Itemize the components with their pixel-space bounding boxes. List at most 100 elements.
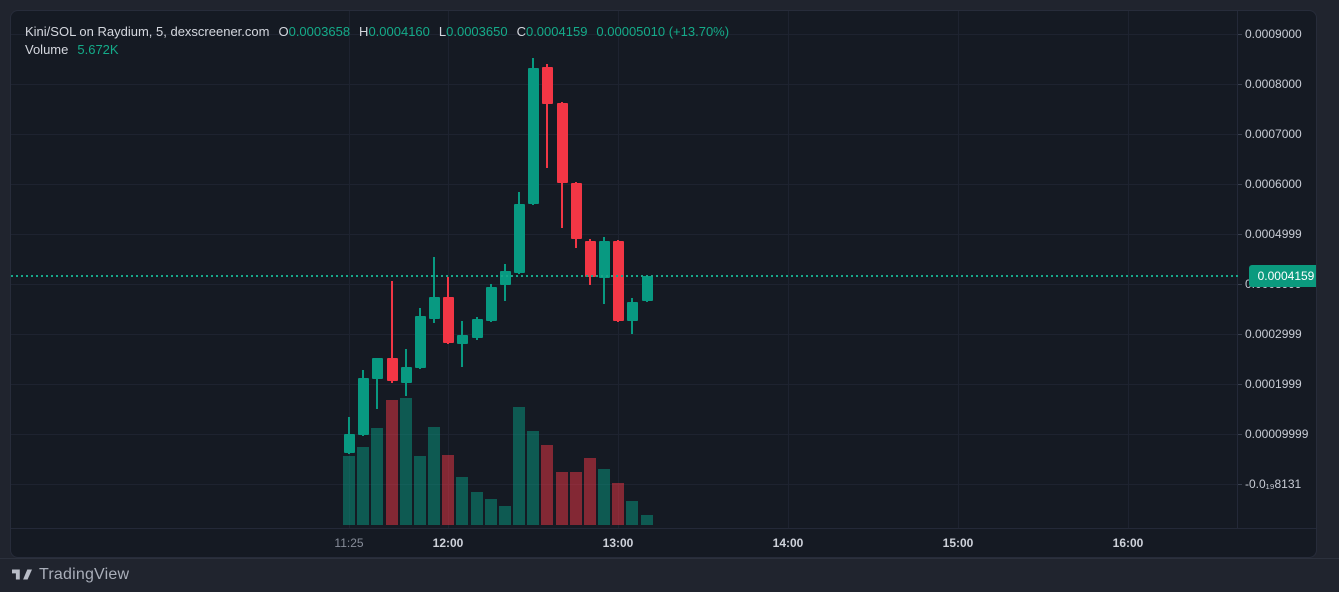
time-axis-border[interactable] [11,528,1316,529]
time-axis-label[interactable]: 12:00 [432,536,464,550]
candle-body [443,297,454,343]
volume-bar [541,445,553,525]
price-axis-label[interactable]: 0.0004999 [1245,227,1302,241]
candle-body [387,358,398,381]
volume-bar [428,427,440,525]
ohlc-item-h: H0.0004160 [359,24,430,39]
volume-bar [499,506,511,525]
tradingview-logo-icon [12,569,32,580]
price-axis-tick [1237,384,1242,385]
candle-body [585,241,596,277]
volume-label: Volume [25,42,69,57]
tradingview-brand-text: TradingView [39,566,130,583]
volume-bar [442,455,454,525]
price-axis-label[interactable]: 0.0001999 [1245,377,1302,391]
volume-bar [556,472,568,525]
price-gridline [11,334,1237,335]
candle-body [514,204,525,273]
price-axis-tick [1237,434,1242,435]
price-gridline [11,284,1237,285]
volume-bar [343,456,355,525]
volume-bar [471,492,483,525]
price-gridline [11,384,1237,385]
time-axis-label[interactable]: 16:00 [1112,536,1144,550]
price-axis-label[interactable]: 0.0008000 [1245,77,1302,91]
candle-body [571,183,582,239]
candle-body [613,241,624,321]
time-gridline [448,11,449,528]
price-gridline [11,434,1237,435]
volume-bar [626,501,638,525]
footer-divider [0,558,1339,559]
volume-bar [513,407,525,525]
ohlc-item-c: C0.0004159 [516,24,588,39]
time-axis-label[interactable]: 13:00 [602,536,634,550]
price-axis-tick [1237,134,1242,135]
volume-bar [598,469,610,525]
candle-body [358,378,369,435]
time-axis-label[interactable]: 14:00 [772,536,804,550]
ohlc-item-o: O0.0003658 [278,24,351,39]
ohlc-item-l: L0.0003650 [438,24,508,39]
price-axis-tick [1237,84,1242,85]
volume-bar [584,458,596,525]
time-gridline [349,11,350,528]
price-axis-tick [1237,334,1242,335]
price-gridline [11,134,1237,135]
current-price-line [11,275,1239,277]
volume-bar [527,431,539,525]
candle-body [372,358,383,379]
price-axis-tick [1237,234,1242,235]
candle-wick [433,257,435,323]
chart-panel[interactable]: 0.0009000 0.0008000 0.0007000 0.0006000 0.00… [10,10,1317,558]
change-value: 0.00005010 (+13.70%) [596,24,730,39]
candle-body [599,241,610,278]
volume-bar [485,499,497,525]
time-axis-label[interactable]: 15:00 [942,536,974,550]
ohlc-values: O0.0003658 H0.0004160 L0.0003650 C0.0004159 [278,23,587,41]
price-axis-border[interactable] [1237,11,1238,528]
candle-wick [461,321,463,367]
time-gridline [1128,11,1129,528]
volume-bar [456,477,468,525]
chart-legend: Kini/SOL on Raydium, 5, dexscreener.com … [25,23,729,59]
candle-body [457,335,468,344]
volume-bar [414,456,426,525]
volume-bar [400,398,412,525]
candle-body [542,67,553,104]
volume-value: 5.672K [77,42,119,57]
price-gridline [11,84,1237,85]
candle-body [500,271,511,285]
price-gridline [11,484,1237,485]
candle-body [401,367,412,383]
volume-bar [641,515,653,525]
price-axis-label[interactable]: 0.0006000 [1245,177,1302,191]
price-axis-tick [1237,284,1242,285]
price-axis-label[interactable]: 0.0009000 [1245,27,1302,41]
candle-body [486,287,497,321]
current-price-label[interactable]: 0.0004159 [1249,265,1316,287]
price-axis-label[interactable]: 0.0002999 [1245,327,1302,341]
volume-bar [612,483,624,525]
price-axis-label[interactable]: 0.0007000 [1245,127,1302,141]
volume-bar [371,428,383,525]
candle-body [642,276,653,301]
time-axis-label[interactable]: 11:25 [334,536,364,550]
candle-body [429,297,440,319]
candle-body [528,68,539,204]
tradingview-attribution[interactable]: TradingView [0,558,1339,592]
candle-body [627,302,638,321]
price-axis-tick [1237,484,1242,485]
volume-bar [570,472,582,525]
price-gridline [11,234,1237,235]
time-gridline [788,11,789,528]
chart-title: Kini/SOL on Raydium, 5, dexscreener.com [25,24,270,39]
price-gridline [11,34,1237,35]
candle-wick [546,64,548,168]
price-axis-label[interactable]: -0.0₁₉8131 [1245,477,1302,491]
time-gridline [958,11,959,528]
price-axis-tick [1237,34,1242,35]
candle-body [344,434,355,453]
price-axis-label[interactable]: 0.00009999 [1245,427,1309,441]
